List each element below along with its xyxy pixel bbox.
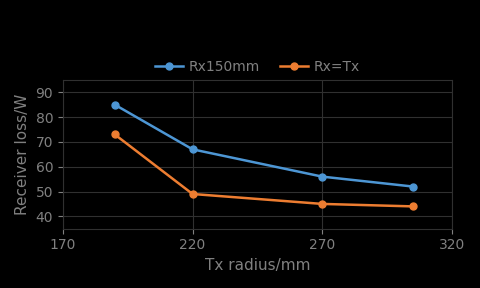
Line: Rx150mm: Rx150mm <box>111 101 417 190</box>
Rx=Tx <box>410 205 416 208</box>
Rx150mm <box>410 185 416 188</box>
Rx150mm <box>190 148 195 151</box>
Rx=Tx <box>319 202 325 206</box>
Y-axis label: Receiver loss/W: Receiver loss/W <box>15 94 30 215</box>
X-axis label: Tx radius/mm: Tx radius/mm <box>204 258 310 273</box>
Rx150mm <box>319 175 325 178</box>
Legend: Rx150mm, Rx=Tx: Rx150mm, Rx=Tx <box>149 54 365 79</box>
Line: Rx=Tx: Rx=Tx <box>111 131 417 210</box>
Rx=Tx <box>112 133 118 136</box>
Rx150mm <box>112 103 118 107</box>
Rx=Tx <box>190 192 195 196</box>
